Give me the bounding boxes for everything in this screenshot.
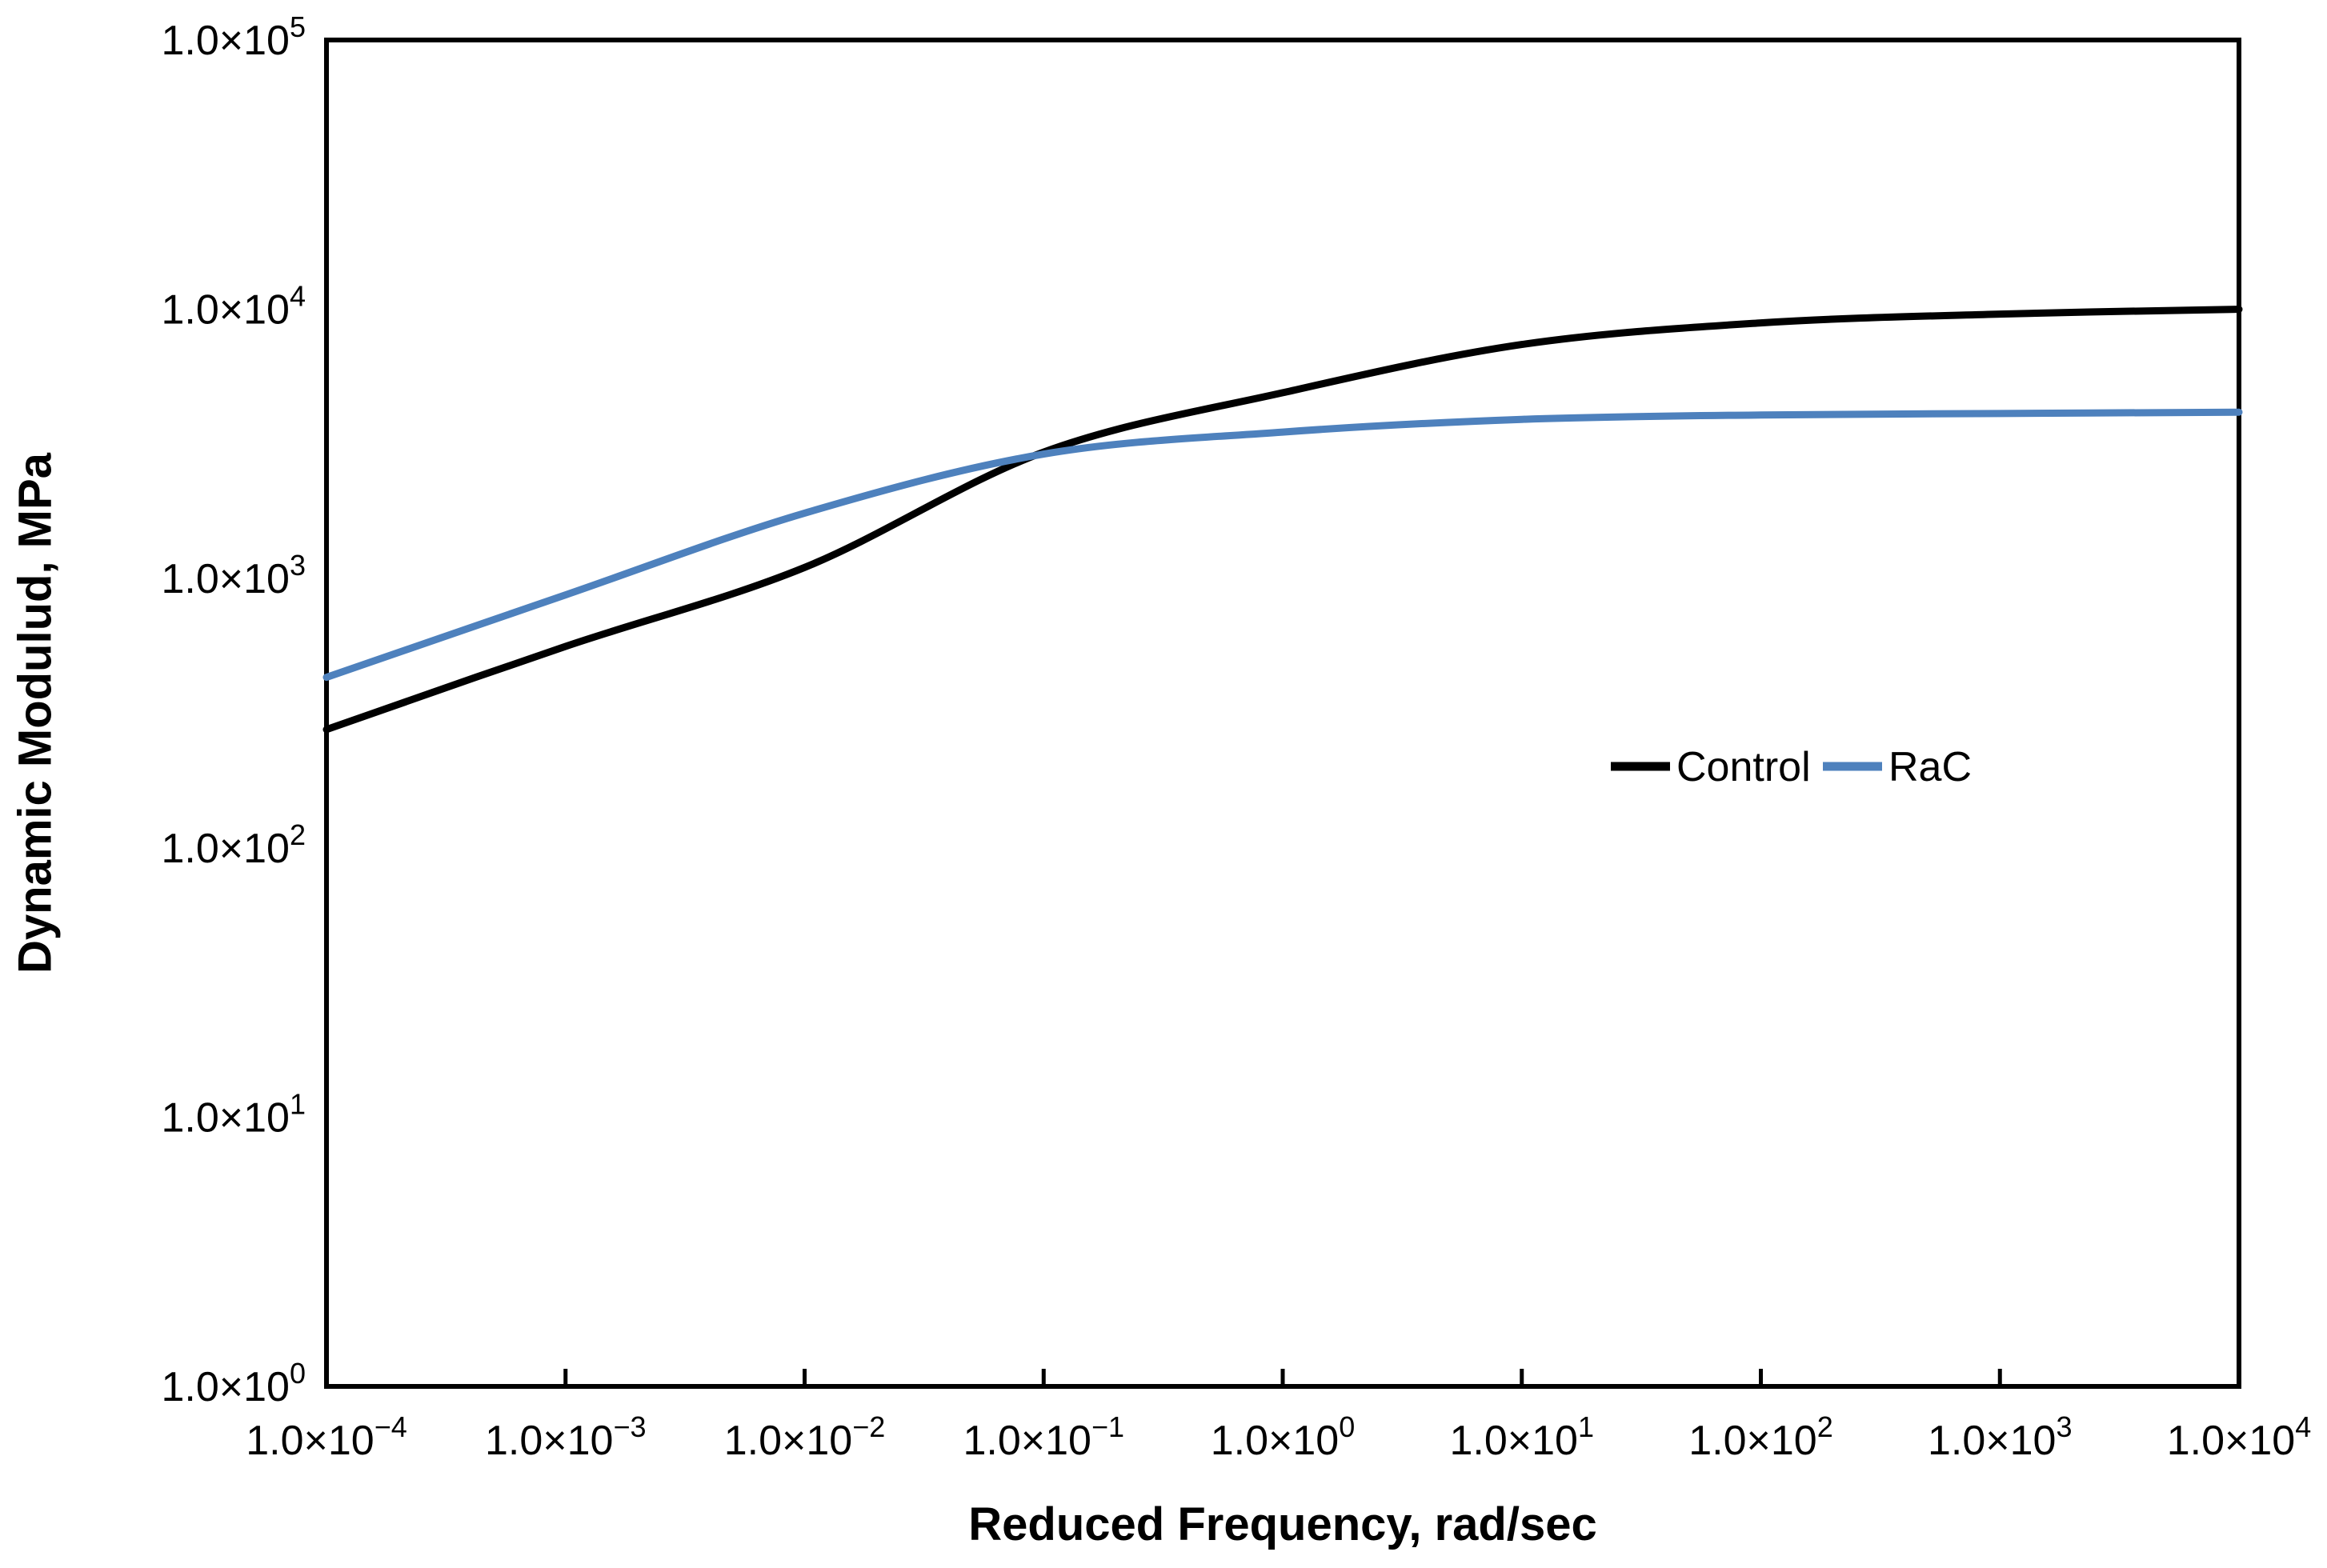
control-curve	[322, 306, 2243, 734]
y-tick-label: 1.0×104	[161, 280, 306, 334]
legend-item-rac: RaC	[1823, 744, 1972, 790]
x-tick-label: 1.0×10−2	[724, 1410, 886, 1464]
y-tick-label: 1.0×100	[161, 1357, 306, 1410]
legend-label-control: Control	[1676, 744, 1811, 790]
legend-item-control: Control	[1611, 744, 1811, 790]
x-tick-label: 1.0×104	[2167, 1410, 2312, 1464]
y-tick-label: 1.0×105	[161, 10, 306, 64]
rac-curve	[322, 408, 2243, 682]
legend-label-rac: RaC	[1888, 744, 1972, 790]
x-tick-label: 1.0×102	[1688, 1410, 1833, 1464]
x-tick-label: 1.0×101	[1449, 1410, 1594, 1464]
y-tick-label: 1.0×103	[161, 549, 306, 602]
x-tick-label: 1.0×100	[1211, 1410, 1356, 1464]
y-tick-label: 1.0×101	[161, 1087, 306, 1141]
x-axis-title: Reduced Frequency, rad/sec	[968, 1498, 1597, 1550]
x-tick-label: 1.0×10−4	[246, 1410, 407, 1464]
plot-border	[324, 38, 2241, 1389]
x-tick-label: 1.0×10−1	[963, 1410, 1124, 1464]
y-tick-label: 1.0×102	[161, 818, 306, 872]
x-tick-label: 1.0×10−3	[485, 1410, 647, 1464]
x-tick-label: 1.0×103	[1928, 1410, 2073, 1464]
y-axis-title: Dynamic Modulud, MPa	[9, 453, 62, 974]
